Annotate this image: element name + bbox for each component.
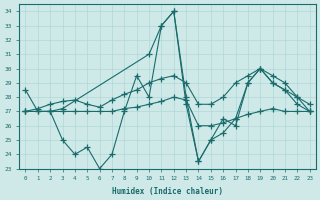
X-axis label: Humidex (Indice chaleur): Humidex (Indice chaleur) xyxy=(112,187,223,196)
